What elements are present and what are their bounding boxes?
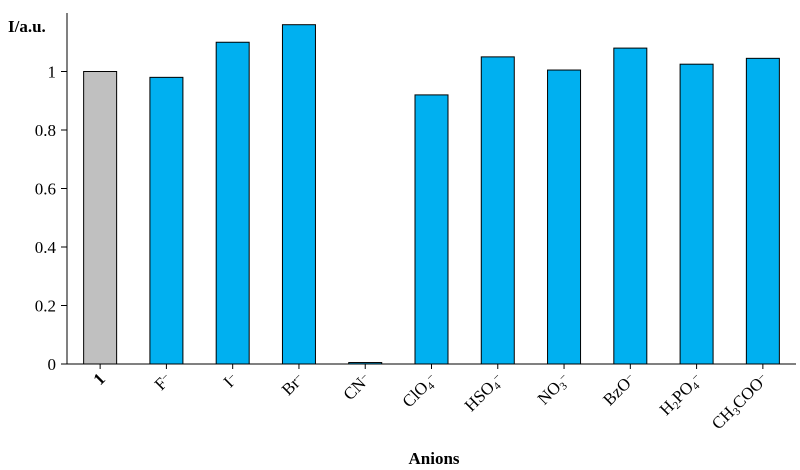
bar xyxy=(480,56,515,365)
bar xyxy=(348,362,383,365)
y-tick-label: 0 xyxy=(48,355,57,374)
x-category-label: H2PO4− xyxy=(656,369,707,420)
bar xyxy=(281,24,316,365)
x-category-label: NO3− xyxy=(534,369,574,409)
bar xyxy=(745,57,780,365)
y-tick-label: 1 xyxy=(48,63,57,82)
bar xyxy=(149,76,184,365)
bar xyxy=(83,71,118,365)
y-tick-label: 0.8 xyxy=(35,121,56,140)
x-category-label: HSO4− xyxy=(461,369,508,416)
y-tick-label: 0.4 xyxy=(35,238,57,257)
x-category-label: F− xyxy=(151,369,176,394)
plot-area: 0 0.2 0.4 0.6 0.8 1 1 F− I− Br− CN− ClO4− HSO4− NO3− B… xyxy=(35,13,796,434)
x-category-label: BzO− xyxy=(599,369,639,409)
x-category-label: CH3COO− xyxy=(708,369,773,434)
x-axis-title: Anions xyxy=(408,449,459,468)
y-tick-label: 0.6 xyxy=(35,180,56,199)
bar xyxy=(414,94,449,365)
bar xyxy=(215,41,250,365)
x-category-label: ClO4− xyxy=(399,369,442,412)
x-category-label: Br− xyxy=(278,369,308,399)
y-axis-title: I/a.u. xyxy=(8,17,46,36)
bar xyxy=(679,63,714,365)
x-category-label: 1 xyxy=(90,369,109,388)
x-category-label: CN− xyxy=(340,369,375,404)
bar xyxy=(613,47,648,365)
bar xyxy=(547,69,582,365)
x-category-label: I− xyxy=(220,369,242,391)
y-tick-label: 0.2 xyxy=(35,297,56,316)
